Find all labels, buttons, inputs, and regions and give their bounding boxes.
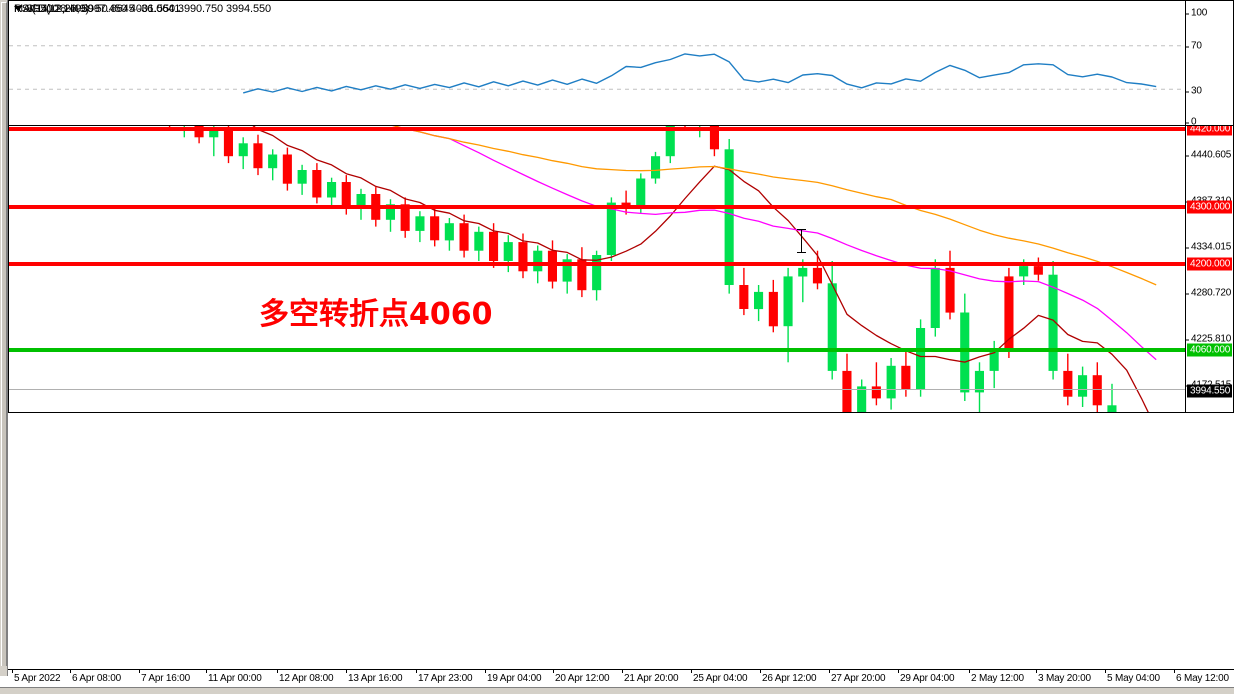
time-axis-label: 21 Apr 20:00 bbox=[624, 673, 679, 684]
time-axis-label: 19 Apr 04:00 bbox=[487, 673, 542, 684]
vertical-scrollbar[interactable] bbox=[0, 0, 8, 676]
time-axis-tick bbox=[416, 670, 417, 673]
time-axis-tick bbox=[760, 670, 761, 673]
price-level-line[interactable] bbox=[9, 127, 1187, 131]
time-axis-label: 6 May 12:00 bbox=[1176, 673, 1229, 684]
time-axis-label: 12 Apr 08:00 bbox=[279, 673, 334, 684]
rsi-axis-tick: 100 bbox=[1186, 8, 1207, 19]
price-level-badge[interactable]: 4060.000 bbox=[1187, 343, 1233, 357]
time-axis-tick bbox=[1174, 670, 1175, 673]
triangle-down-icon[interactable] bbox=[14, 5, 22, 11]
macd-pane-label: MACD(12,26,9) -50.8645 -36.0641 bbox=[14, 3, 181, 15]
time-axis-label: 25 Apr 04:00 bbox=[693, 673, 748, 684]
time-axis-tick bbox=[70, 670, 71, 673]
crosshair-cursor bbox=[801, 229, 802, 253]
time-axis-tick bbox=[206, 670, 207, 673]
rsi-axis[interactable]: 100 70 30 0 bbox=[1185, 1, 1233, 125]
crosshair-cursor-cap bbox=[797, 252, 806, 253]
time-axis-tick bbox=[691, 670, 692, 673]
symbol-ohlc-text: SP500-,H4 3997.450 4001.550 3990.750 399… bbox=[26, 3, 272, 15]
time-axis-label: 20 Apr 12:00 bbox=[555, 673, 610, 684]
time-axis-label: 7 Apr 16:00 bbox=[141, 673, 190, 684]
time-axis-tick bbox=[622, 670, 623, 673]
crosshair-cursor-cap bbox=[797, 229, 806, 230]
price-axis-tick: 4440.605 bbox=[1186, 150, 1231, 161]
time-axis-label: 17 Apr 23:00 bbox=[418, 673, 473, 684]
time-axis-tick bbox=[969, 670, 970, 673]
horizontal-scrollbar[interactable] bbox=[0, 687, 1234, 694]
time-axis-tick bbox=[485, 670, 486, 673]
rsi-pane-label: RSI(14) 28.4950 bbox=[14, 3, 94, 15]
time-axis-tick bbox=[12, 670, 13, 673]
time-axis-label: 13 Apr 16:00 bbox=[348, 673, 403, 684]
rsi-axis-tick: 70 bbox=[1186, 41, 1202, 52]
rsi-series-layer bbox=[9, 45, 1187, 94]
price-level-line[interactable] bbox=[9, 389, 1187, 390]
chart-annotation-text[interactable]: 多空转折点4060 bbox=[259, 297, 493, 332]
price-axis-tick: 4225.810 bbox=[1186, 334, 1231, 345]
price-level-line[interactable] bbox=[9, 205, 1187, 209]
price-level-badge[interactable]: 3994.550 bbox=[1187, 384, 1233, 398]
rsi-pane[interactable]: RSI(14) 28.4950 100 70 30 0 bbox=[8, 0, 1234, 126]
price-axis-tick: 4280.720 bbox=[1186, 288, 1231, 299]
price-level-line[interactable] bbox=[9, 348, 1187, 352]
price-level-line[interactable] bbox=[9, 262, 1187, 266]
time-axis-tick bbox=[1036, 670, 1037, 673]
time-axis-label: 29 Apr 04:00 bbox=[900, 673, 955, 684]
time-axis-tick bbox=[829, 670, 830, 673]
vertical-scrollbar-thumb[interactable] bbox=[1, 2, 7, 666]
time-axis-label: 2 May 12:00 bbox=[971, 673, 1024, 684]
price-level-badge[interactable]: 4300.000 bbox=[1187, 200, 1233, 214]
time-axis-label: 6 Apr 08:00 bbox=[72, 673, 121, 684]
price-axis-tick: 4334.015 bbox=[1186, 242, 1231, 253]
time-axis-tick bbox=[553, 670, 554, 673]
time-axis-label: 5 May 04:00 bbox=[1107, 673, 1160, 684]
time-axis-label: 5 Apr 2022 bbox=[14, 673, 61, 684]
time-axis-label: 26 Apr 12:00 bbox=[762, 673, 817, 684]
time-axis-tick bbox=[1105, 670, 1106, 673]
time-axis-label: 3 May 20:00 bbox=[1038, 673, 1091, 684]
rsi-axis-tick: 0 bbox=[1186, 117, 1197, 125]
time-axis-tick bbox=[346, 670, 347, 673]
time-axis-label: 27 Apr 20:00 bbox=[831, 673, 886, 684]
time-axis-tick bbox=[898, 670, 899, 673]
time-axis-tick bbox=[139, 670, 140, 673]
rsi-plot-area[interactable] bbox=[9, 1, 1187, 125]
time-axis[interactable]: 5 Apr 2022 6 Apr 08:00 7 Apr 16:00 11 Apr 0… bbox=[8, 669, 1234, 687]
time-axis-label: 11 Apr 00:00 bbox=[208, 673, 262, 684]
rsi-axis-tick: 30 bbox=[1186, 86, 1202, 97]
price-level-badge[interactable]: 4200.000 bbox=[1187, 257, 1233, 271]
price-pane-header: SP500-,H4 3997.450 4001.550 3990.750 399… bbox=[14, 3, 271, 15]
time-axis-tick bbox=[277, 670, 278, 673]
